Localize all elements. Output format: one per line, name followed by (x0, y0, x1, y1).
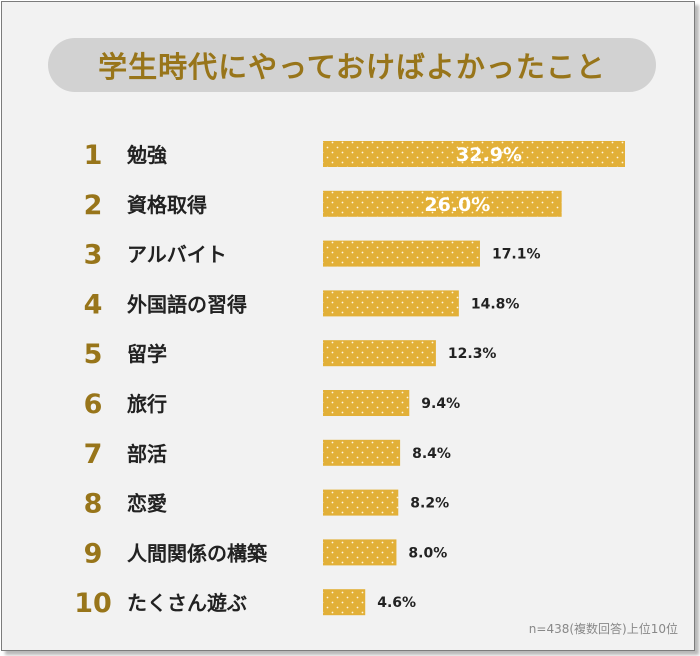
rank-number: 6 (84, 389, 103, 420)
rank-number: 4 (84, 289, 103, 320)
rank-number: 7 (84, 439, 103, 470)
bar (323, 190, 562, 217)
rank-number: 5 (84, 339, 103, 370)
chart-title: 学生時代にやっておけばよかったこと (98, 50, 606, 84)
rank-number: 10 (74, 588, 112, 619)
value-label: 4.6% (377, 595, 416, 611)
category-label: 旅行 (127, 392, 167, 416)
category-label: たくさん遊ぶ (127, 591, 247, 615)
value-label: 17.1% (492, 247, 541, 263)
rank-number: 9 (84, 538, 103, 569)
value-label: 8.2% (410, 496, 449, 512)
category-label: 恋愛 (127, 492, 167, 516)
category-label: 資格取得 (127, 193, 207, 217)
bar (323, 290, 459, 317)
bar (323, 439, 401, 466)
value-label: 32.9% (456, 144, 522, 166)
title-banner: 学生時代にやっておけばよかったこと (48, 38, 656, 92)
category-label: 勉強 (126, 143, 167, 167)
bar (323, 539, 397, 566)
value-label: 9.4% (421, 396, 460, 412)
rank-number: 8 (84, 489, 103, 520)
bar (323, 141, 625, 167)
category-label: 部活 (127, 442, 167, 466)
rank-number: 2 (84, 190, 103, 221)
category-label: アルバイト (127, 243, 227, 267)
value-label: 14.8% (471, 296, 520, 312)
sample-size-note: n=438(複数回答)上位10位 (528, 622, 678, 636)
value-label: 8.4% (412, 446, 451, 462)
bar (323, 390, 410, 416)
category-label: 人間関係の構築 (127, 541, 268, 565)
category-label: 外国語の習得 (127, 292, 247, 316)
category-label: 留学 (127, 342, 167, 366)
bar (323, 240, 480, 267)
rank-number: 1 (84, 140, 103, 171)
value-label: 26.0% (424, 194, 490, 216)
rank-number: 3 (84, 240, 103, 271)
bar (323, 489, 399, 516)
bar (323, 589, 366, 616)
value-label: 12.3% (448, 346, 497, 362)
value-label: 8.0% (408, 545, 447, 561)
bar (323, 340, 436, 367)
